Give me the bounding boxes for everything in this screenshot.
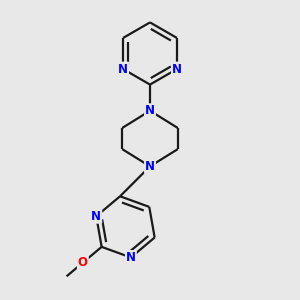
Text: N: N [118,62,128,76]
Text: N: N [145,104,155,117]
Text: O: O [78,256,88,269]
Text: N: N [126,251,136,264]
Text: N: N [172,62,182,76]
Text: N: N [91,210,101,223]
Text: N: N [145,160,155,173]
